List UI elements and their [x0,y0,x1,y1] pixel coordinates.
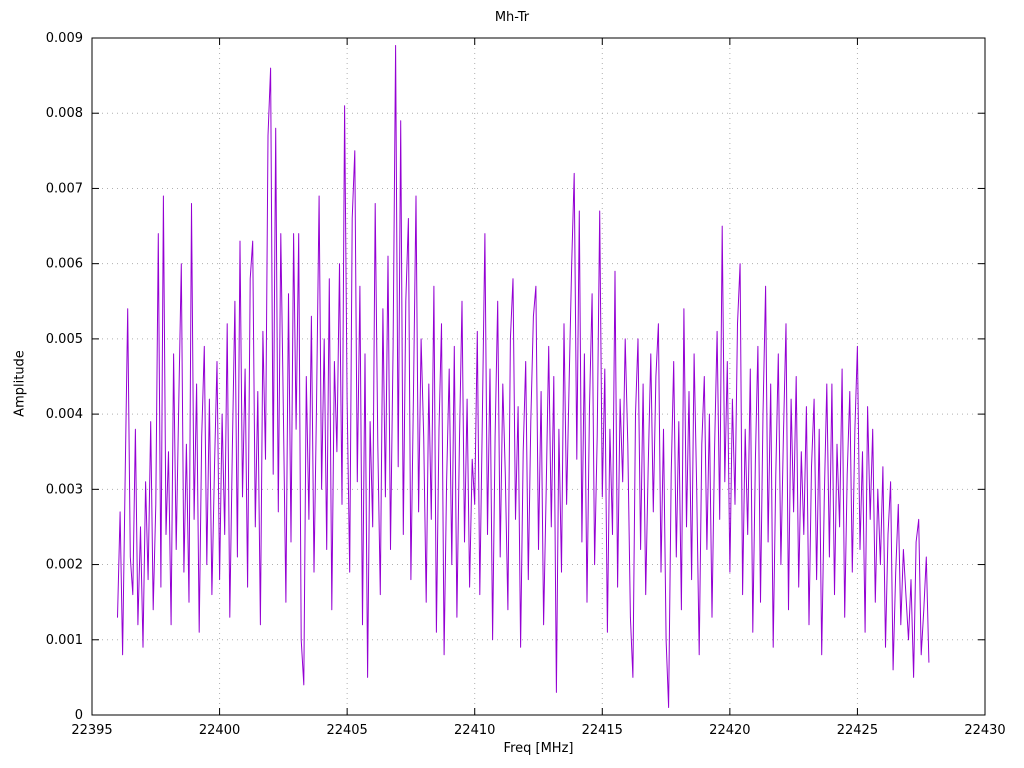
y-tick-label: 0.009 [46,31,83,46]
x-tick-label: 22410 [454,723,495,738]
x-tick-label: 22395 [71,723,112,738]
data-line [117,45,930,708]
y-tick-label: 0.005 [46,332,83,347]
y-tick-label: 0.002 [46,558,83,573]
y-tick-label: 0.008 [46,106,83,121]
x-axis-label: Freq [MHz] [503,741,574,756]
y-tick-label: 0.001 [46,633,83,648]
x-tick-label: 22425 [837,723,878,738]
plot-border [91,37,986,716]
x-tick-label: 22400 [199,723,240,738]
chart-title: Mh-Tr [494,10,530,25]
y-tick-label: 0.006 [46,257,83,272]
x-tick-label: 22405 [326,723,367,738]
x-tick-label: 22420 [709,723,750,738]
y-tick-label: 0 [75,708,83,723]
y-tick-label: 0.004 [46,407,83,422]
y-tick-label: 0.007 [46,181,83,196]
y-axis-label: Amplitude [12,350,28,417]
y-tick-label: 0.003 [46,482,83,497]
x-tick-label: 22430 [964,723,1005,738]
x-tick-label: 22415 [582,723,623,738]
